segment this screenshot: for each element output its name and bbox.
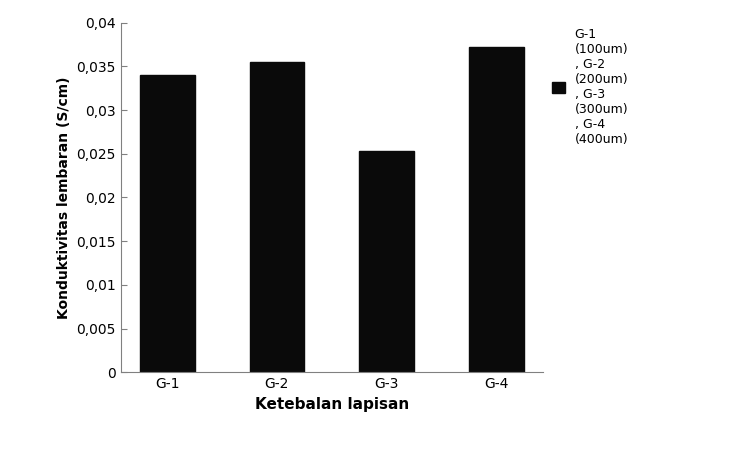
Y-axis label: Konduktivitas lembaran (S/cm): Konduktivitas lembaran (S/cm)	[57, 76, 71, 319]
Bar	[250, 62, 305, 372]
Bar	[469, 47, 524, 372]
X-axis label: Ketebalan lapisan: Ketebalan lapisan	[255, 397, 409, 412]
Legend: G-1
(100um)
, G-2
(200um)
, G-3
(300um)
, G-4
(400um): G-1 (100um) , G-2 (200um) , G-3 (300um) …	[547, 23, 633, 151]
Bar	[139, 75, 195, 372]
Bar	[359, 151, 414, 372]
